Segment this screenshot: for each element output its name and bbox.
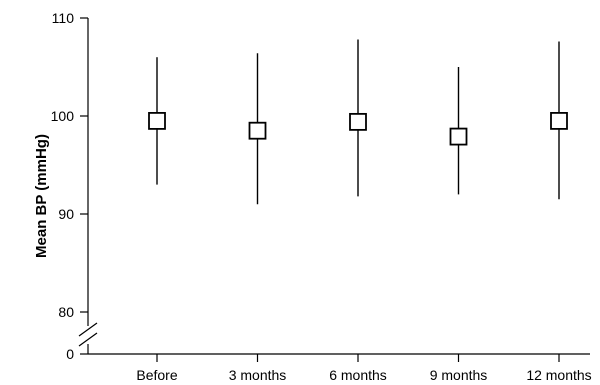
- y-tick-label-110: 110: [52, 10, 75, 26]
- y-axis-break-mark-1: [78, 322, 98, 337]
- x-tick-label-3: 9 months: [430, 367, 488, 383]
- x-tick-label-4: 12 months: [526, 367, 591, 383]
- y-axis-label: Mean BP (mmHg): [33, 134, 50, 258]
- mean-marker-4: [550, 112, 568, 130]
- y-axis-break-mark-2: [78, 332, 98, 347]
- x-tick-label-2: 6 months: [329, 367, 387, 383]
- mean-marker-2: [349, 112, 367, 131]
- y-tick-label-100: 100: [51, 108, 75, 124]
- y-tick-label-80: 80: [58, 304, 74, 320]
- mean-marker-1: [248, 121, 267, 140]
- mean-marker-3: [449, 127, 468, 146]
- x-tick-label-1: 3 months: [229, 367, 287, 383]
- y-zero-label: 0: [66, 346, 74, 362]
- mean-marker-0: [148, 112, 166, 130]
- x-tick-label-0: Before: [136, 367, 177, 383]
- y-tick-label-90: 90: [58, 206, 74, 222]
